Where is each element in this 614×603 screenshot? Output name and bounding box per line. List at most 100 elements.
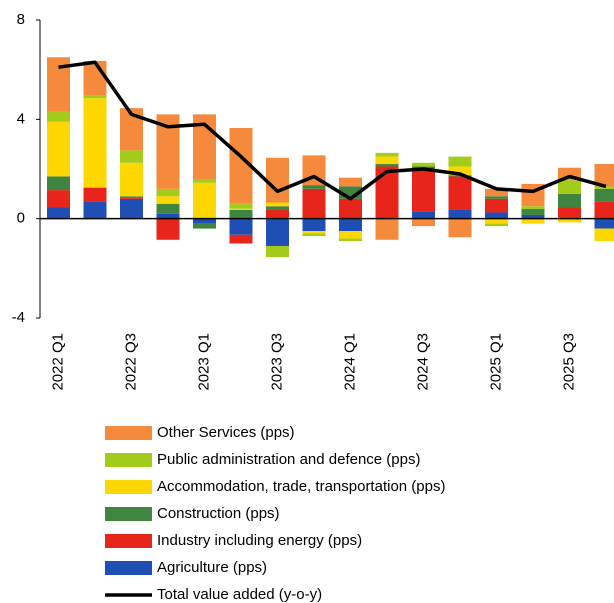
bar-segment bbox=[120, 162, 143, 197]
bar-segment bbox=[156, 196, 180, 204]
bar-segment bbox=[302, 188, 326, 219]
x-tick-label: 2024 Q3 bbox=[414, 333, 431, 391]
bar-segment bbox=[266, 209, 289, 219]
x-tick-label: 2023 Q3 bbox=[268, 333, 285, 391]
bar-segment bbox=[83, 187, 107, 202]
bar-segment bbox=[302, 185, 326, 189]
bar-segment bbox=[229, 128, 253, 204]
bar-segment bbox=[339, 177, 362, 187]
y-tick-label: -4 bbox=[12, 309, 25, 326]
bar-segment bbox=[485, 212, 508, 219]
bar-segment bbox=[120, 198, 143, 219]
bar-segment bbox=[521, 214, 545, 219]
legend-label: Total value added (y-o-y) bbox=[157, 586, 322, 603]
total-line bbox=[58, 60, 607, 201]
legend-swatch bbox=[105, 453, 152, 467]
legend-label: Accommodation, trade, transportation (pp… bbox=[157, 478, 445, 495]
bar-segment bbox=[302, 231, 326, 234]
bar-segment bbox=[47, 207, 70, 219]
x-tick-label: 2022 Q3 bbox=[122, 333, 139, 391]
legend-swatch bbox=[105, 507, 152, 521]
bar-segment bbox=[375, 166, 399, 219]
bar-segment bbox=[193, 223, 216, 229]
bar-segment bbox=[302, 218, 326, 232]
bar-segment bbox=[266, 157, 289, 203]
bar-segment bbox=[558, 207, 581, 218]
y-tick-label: 4 bbox=[17, 110, 25, 127]
x-tick-label: 2022 Q1 bbox=[49, 333, 66, 391]
bar-segment bbox=[339, 218, 362, 232]
x-tick-label: 2025 Q3 bbox=[560, 333, 577, 391]
bar-segment bbox=[375, 152, 399, 157]
bar-segment bbox=[156, 114, 180, 189]
bar-segment bbox=[302, 233, 326, 237]
legend-label: Agriculture (pps) bbox=[157, 559, 267, 576]
bar-segment bbox=[47, 57, 70, 112]
bar-segment bbox=[83, 60, 107, 96]
bar-segment bbox=[448, 209, 472, 219]
bar-segment bbox=[558, 193, 581, 208]
bar-segment bbox=[558, 180, 581, 194]
bar-segment bbox=[594, 164, 614, 187]
bar-segment bbox=[339, 198, 362, 219]
bar-segment bbox=[521, 218, 545, 224]
bar-segment bbox=[485, 188, 508, 197]
bar-segment bbox=[485, 198, 508, 213]
bar-segment bbox=[229, 234, 253, 244]
bar-segment bbox=[156, 213, 180, 219]
legend-swatch bbox=[105, 480, 152, 494]
bar-segment bbox=[375, 164, 399, 167]
bar-segment bbox=[120, 150, 143, 163]
bar-segment bbox=[448, 156, 472, 167]
bar-segment bbox=[485, 218, 508, 224]
bar-segment bbox=[47, 111, 70, 122]
bar-segment bbox=[448, 166, 472, 176]
bar-segment bbox=[193, 218, 216, 224]
bar-segment bbox=[558, 218, 581, 223]
legend-label: Industry including energy (pps) bbox=[157, 532, 362, 549]
bar-segment bbox=[339, 238, 362, 242]
bar-segment bbox=[120, 108, 143, 151]
bar-segment bbox=[521, 208, 545, 215]
bar-segment bbox=[448, 176, 472, 210]
legend-swatch bbox=[105, 561, 152, 575]
bar-segment bbox=[485, 223, 508, 227]
bar-segment bbox=[375, 218, 399, 240]
bar-segment bbox=[266, 202, 289, 207]
bar-segment bbox=[412, 169, 435, 212]
x-tick-label: 2024 Q1 bbox=[341, 333, 358, 391]
bar-segment bbox=[47, 121, 70, 177]
bar-segment bbox=[412, 162, 435, 167]
bar-segment bbox=[594, 188, 614, 202]
x-tick-label: 2023 Q1 bbox=[195, 333, 212, 391]
bar-segment bbox=[594, 218, 614, 229]
bar-segment bbox=[448, 218, 472, 238]
y-tick-label: 8 bbox=[17, 11, 25, 28]
bar-segment bbox=[375, 156, 399, 165]
legend-swatch bbox=[105, 534, 152, 548]
bar-segment bbox=[47, 190, 70, 208]
bar-segment bbox=[83, 201, 107, 219]
bar-segment bbox=[412, 218, 435, 227]
bar-segment bbox=[229, 203, 253, 209]
bar-segment bbox=[266, 218, 289, 246]
x-tick-label: 2025 Q1 bbox=[487, 333, 504, 391]
legend-label: Public administration and defence (pps) bbox=[157, 451, 420, 468]
bar-segment bbox=[193, 178, 216, 183]
bar-segment bbox=[156, 218, 180, 240]
legend-label: Construction (pps) bbox=[157, 505, 280, 522]
bar-segment bbox=[412, 211, 435, 219]
bar-segment bbox=[47, 176, 70, 191]
bar-segment bbox=[266, 245, 289, 258]
bar-segment bbox=[120, 197, 143, 199]
bar-segment bbox=[594, 228, 614, 242]
bar-segment bbox=[266, 206, 289, 210]
bar-segment bbox=[83, 95, 107, 99]
bar-segment bbox=[83, 98, 107, 188]
y-tick-label: 0 bbox=[17, 210, 25, 227]
bar-segment bbox=[229, 208, 253, 210]
bar-segment bbox=[156, 203, 180, 214]
bar-segment bbox=[521, 206, 545, 209]
bar-segment bbox=[120, 196, 143, 198]
